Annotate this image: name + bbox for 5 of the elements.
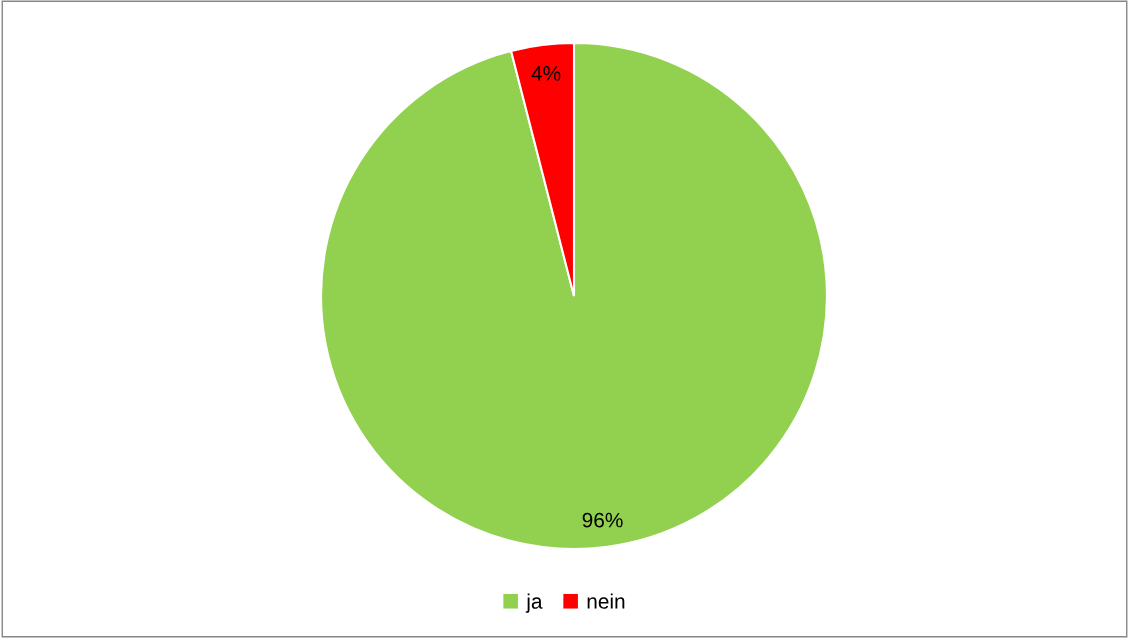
legend-label: nein — [587, 593, 625, 609]
data-label: 4% — [531, 66, 561, 81]
pie-slice — [320, 42, 828, 550]
legend-label: ja — [525, 593, 543, 613]
data-label: 96% — [582, 512, 623, 528]
